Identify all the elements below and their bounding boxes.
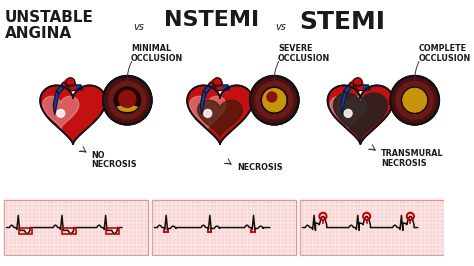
Polygon shape [263, 89, 286, 112]
Polygon shape [190, 96, 226, 129]
Polygon shape [201, 91, 206, 114]
Circle shape [64, 79, 76, 91]
Circle shape [255, 81, 293, 119]
Polygon shape [40, 85, 106, 144]
Polygon shape [330, 96, 366, 129]
Polygon shape [187, 85, 253, 144]
Circle shape [103, 76, 152, 124]
Circle shape [204, 109, 212, 117]
Text: vs: vs [133, 22, 144, 32]
Circle shape [114, 87, 140, 113]
Polygon shape [53, 91, 59, 114]
Polygon shape [65, 82, 74, 91]
Polygon shape [117, 104, 138, 111]
Text: NSTEMI: NSTEMI [164, 10, 259, 30]
Text: MINIMAL
OCCLUSION: MINIMAL OCCLUSION [131, 44, 183, 63]
Bar [18, 227, 32, 234]
Circle shape [354, 78, 362, 87]
Circle shape [119, 90, 136, 107]
Polygon shape [212, 82, 221, 91]
Circle shape [344, 109, 352, 117]
Polygon shape [43, 96, 79, 129]
Circle shape [267, 92, 277, 102]
Circle shape [396, 81, 433, 119]
Bar [152, 200, 296, 255]
Circle shape [351, 79, 363, 91]
Polygon shape [354, 85, 370, 91]
Polygon shape [328, 85, 393, 144]
Polygon shape [402, 88, 427, 112]
Text: UNSTABLE
ANGINA: UNSTABLE ANGINA [5, 10, 93, 41]
Polygon shape [344, 82, 354, 94]
Bar [4, 200, 148, 255]
Polygon shape [56, 82, 67, 94]
Text: vs: vs [275, 22, 286, 32]
Polygon shape [67, 85, 82, 91]
Circle shape [250, 76, 299, 124]
Circle shape [66, 78, 75, 87]
Polygon shape [334, 93, 387, 140]
Text: STEMI: STEMI [300, 10, 385, 34]
Circle shape [210, 79, 223, 91]
Text: NO
NECROSIS: NO NECROSIS [92, 151, 137, 169]
Circle shape [401, 87, 428, 113]
Polygon shape [203, 82, 214, 94]
Bar [106, 227, 119, 234]
Polygon shape [214, 85, 229, 91]
Circle shape [391, 76, 439, 124]
Polygon shape [341, 91, 346, 114]
Polygon shape [353, 82, 361, 91]
Text: TRANSMURAL
NECROSIS: TRANSMURAL NECROSIS [381, 149, 444, 168]
Bar [63, 227, 75, 234]
Circle shape [261, 87, 287, 113]
Text: COMPLETE
OCCLUSION: COMPLETE OCCLUSION [419, 44, 471, 63]
Bar [300, 200, 444, 255]
Text: SEVERE
OCCLUSION: SEVERE OCCLUSION [278, 44, 330, 63]
Circle shape [109, 81, 146, 119]
Circle shape [57, 109, 64, 117]
Circle shape [213, 78, 222, 87]
Polygon shape [198, 100, 242, 137]
Text: NECROSIS: NECROSIS [237, 163, 283, 172]
